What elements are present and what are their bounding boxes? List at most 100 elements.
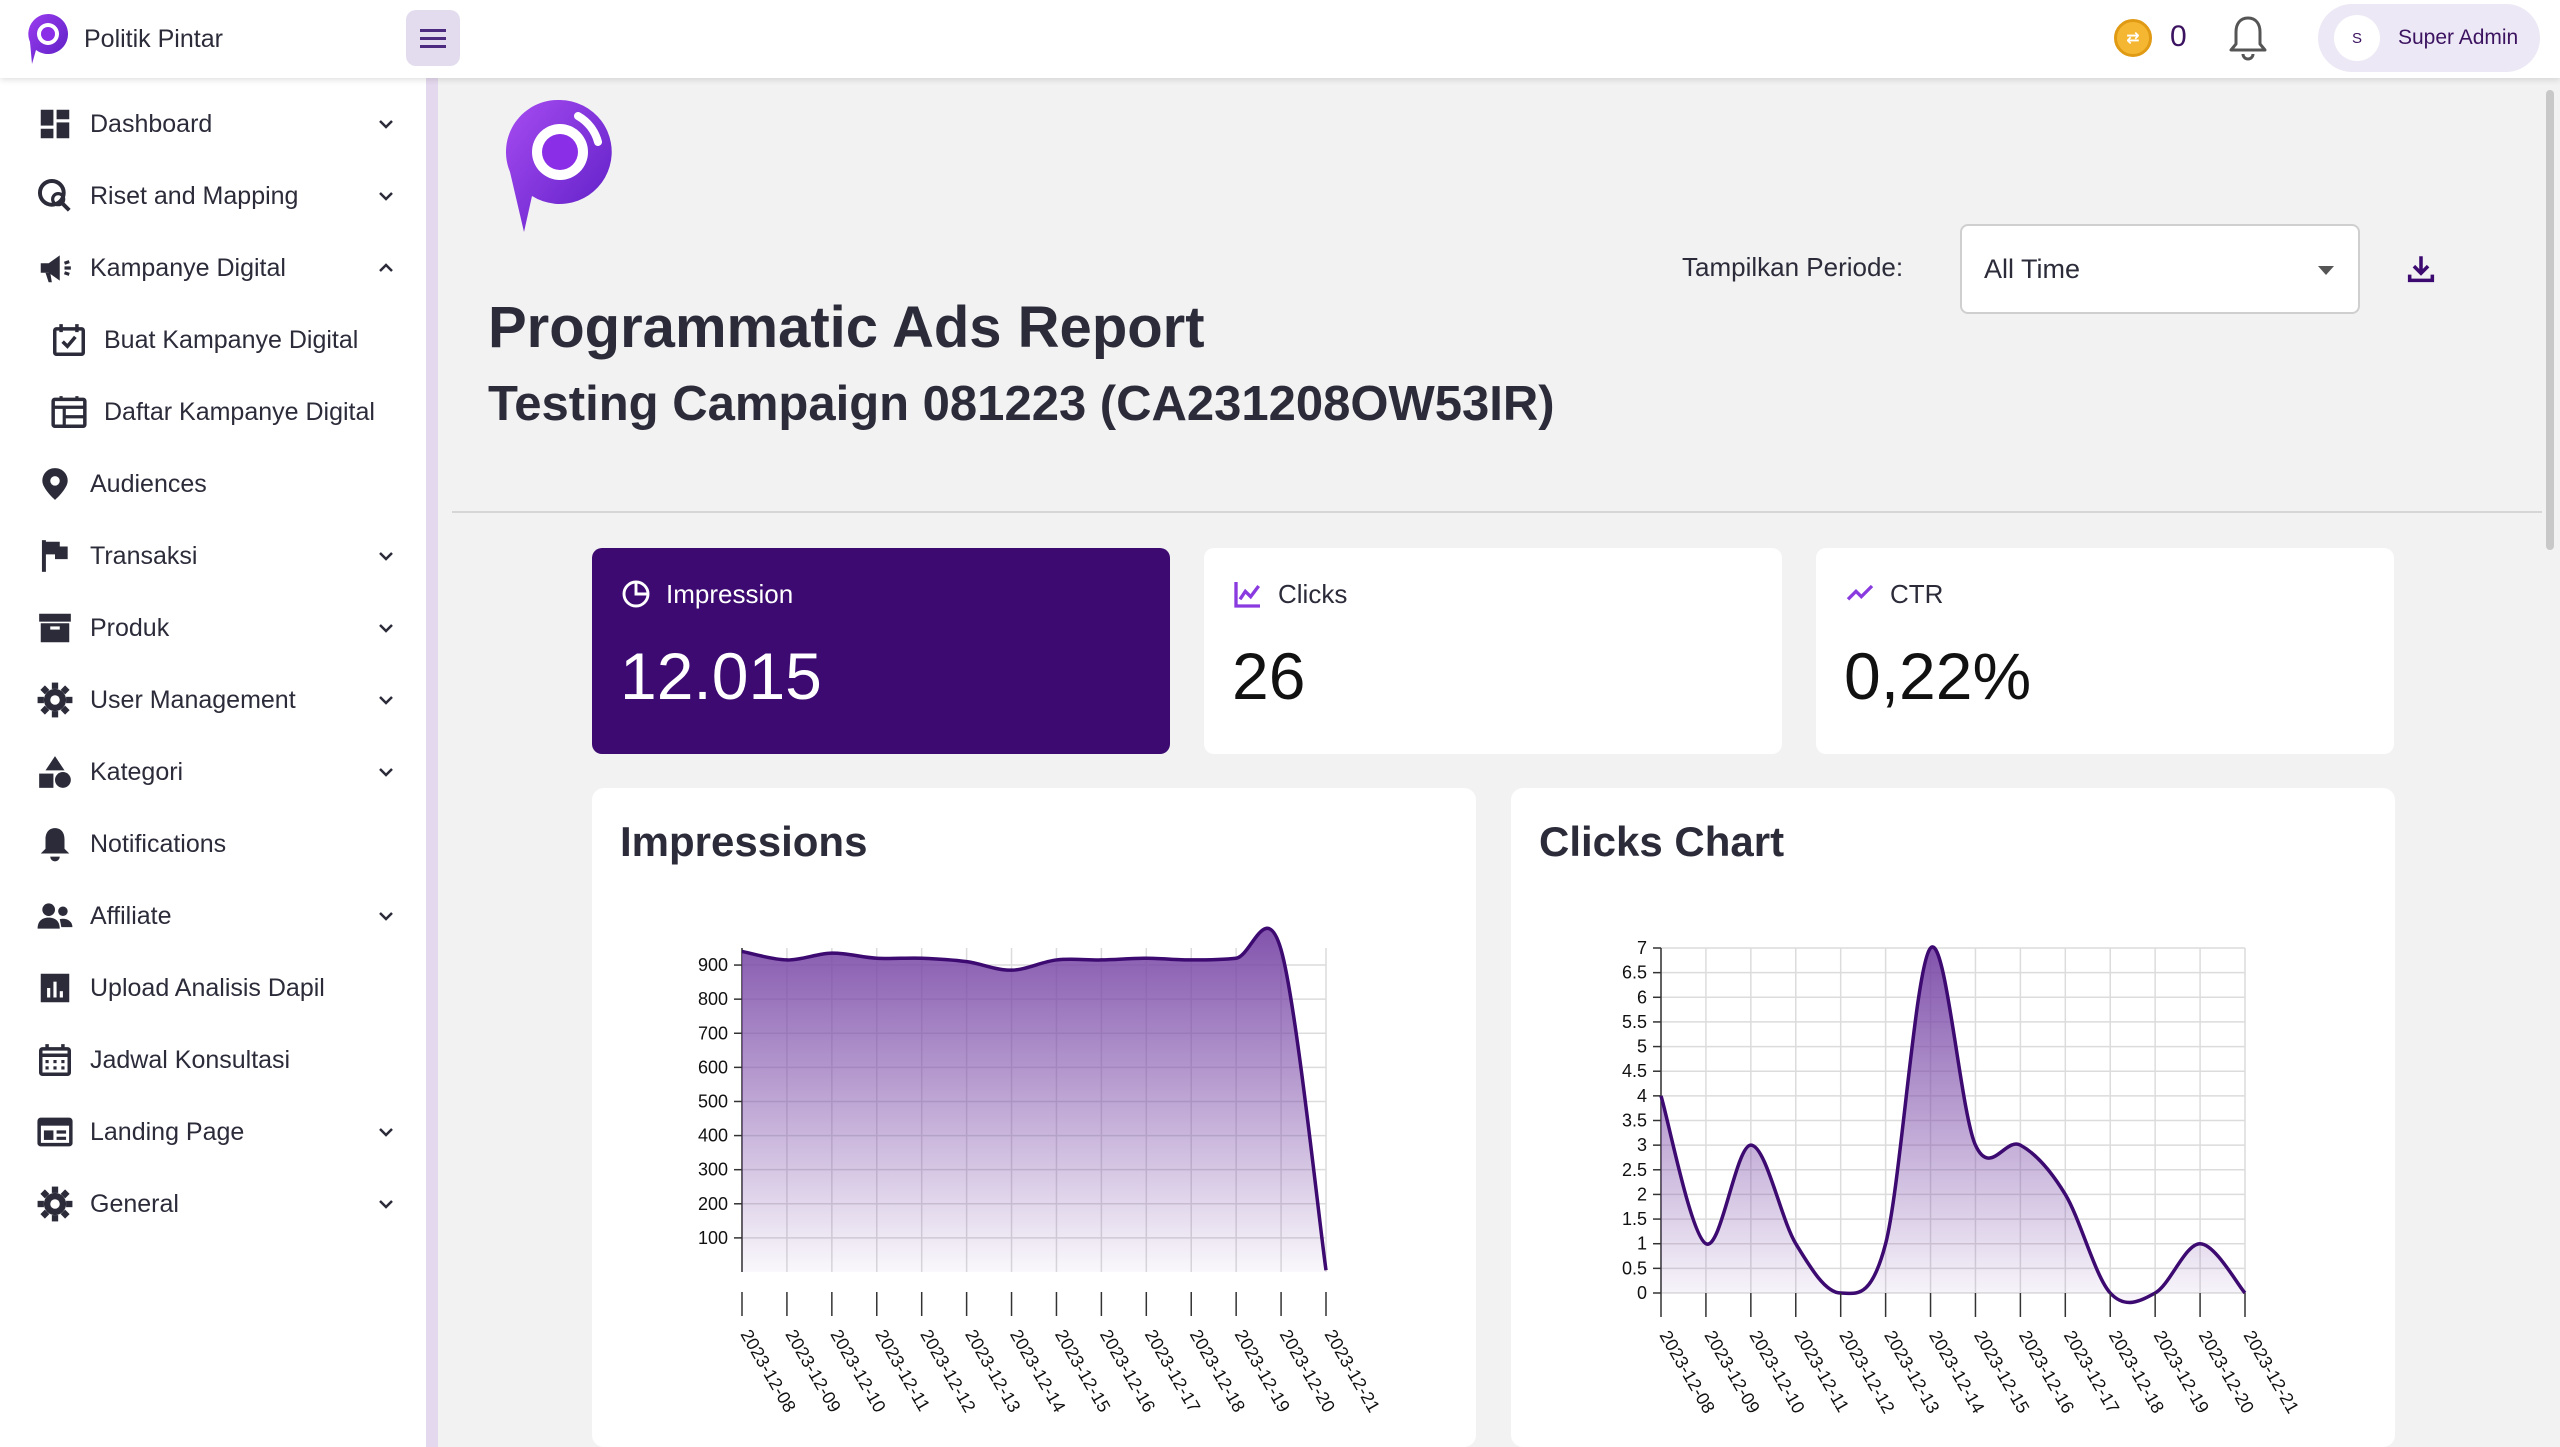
line-chart-icon [1234,582,1260,608]
clicks-chart-card: Clicks Chart 0 0.5 1 1.5 2 2.5 3 3.5 4 4.5 5 5.5 6 6.… [1511,788,2395,1447]
sidebar-item-label: Upload Analisis Dapil [90,973,325,1002]
sidebar-item-landing-page[interactable]: Landing Page [0,1102,426,1162]
campaign-subtitle: Testing Campaign 081223 (CA231208OW53IR) [488,377,1555,431]
coin-count: 0 [2170,20,2187,53]
sidebar-item-produk[interactable]: Produk [0,598,426,658]
y-tick-label: 7 [1637,938,1647,958]
calendar-icon [39,1044,71,1076]
gear-icon [37,682,73,718]
notification-bell-icon[interactable] [2226,14,2270,62]
sidebar-item-dashboard[interactable]: Dashboard [0,94,426,154]
sidebar-item-label: Daftar Kampanye Digital [104,397,375,426]
series-area [742,928,1326,1272]
stat-card-header: CTR [1844,578,1943,610]
chart-title: Clicks Chart [1539,818,1785,865]
sidebar-item-label: Notifications [90,829,227,858]
sidebar-item-affiliate[interactable]: Affiliate [0,886,426,946]
y-tick-label: 2.5 [1622,1160,1647,1180]
y-tick-label: 3 [1637,1135,1647,1155]
caret-down-icon [2318,266,2334,275]
y-tick-label: 500 [698,1091,728,1111]
sidebar-item-label: Kampanye Digital [90,253,286,282]
period-select-value: All Time [1984,253,2081,284]
sidebar-item-kampanye-digital[interactable]: Kampanye Digital [0,238,426,298]
campaign-logo-icon [505,99,612,232]
y-tick-label: 5.5 [1622,1012,1647,1032]
period-select[interactable]: All Time [1960,224,2360,314]
y-tick-label: 1.5 [1622,1209,1647,1229]
archive-icon [39,613,71,643]
sidebar-item-jadwal-konsultasi[interactable]: Jadwal Konsultasi [0,1030,426,1090]
y-tick-label: 900 [698,955,728,975]
hamburger-icon [420,28,446,48]
series-area [1661,946,2245,1303]
stat-value: 12.015 [620,639,822,713]
y-tick-label: 600 [698,1057,728,1077]
y-tick-label: 800 [698,989,728,1009]
y-tick-label: 4 [1637,1086,1647,1106]
chevron-down-icon [379,912,393,921]
brand-name: Politik Pintar [84,24,223,53]
chevron-down-icon [379,552,393,561]
y-tick-label: 2 [1637,1184,1647,1204]
sidebar-item-label: Riset and Mapping [90,181,299,210]
avatar: S [2334,15,2380,61]
stat-label: Impression [666,578,794,609]
sidebar-item-label: Audiences [90,469,207,498]
sidebar-item-transaksi[interactable]: Transaksi [0,526,426,586]
y-tick-label: 100 [698,1228,728,1248]
sidebar-item-label: Kategori [90,757,184,786]
web-page-icon [37,1117,73,1147]
menu-toggle-button[interactable] [406,10,460,66]
y-tick-label: 0.5 [1622,1258,1647,1278]
sidebar-item-label: User Management [90,685,296,714]
stat-value: 0,22% [1844,639,2032,713]
map-search-icon [37,178,71,212]
y-tick-label: 700 [698,1023,728,1043]
trend-icon [1846,584,1874,601]
bar-chart-icon [40,973,70,1003]
sidebar-item-notifications[interactable]: Notifications [0,814,426,874]
stat-card-clicks[interactable]: Clicks 26 [1204,548,1782,754]
top-bar: Politik Pintar ⇄ 0 S Super Admin [0,0,2560,78]
shapes-icon [39,756,71,788]
stat-card-header: Clicks [1232,578,1347,610]
stat-card-impression[interactable]: Impression 12.015 [592,548,1170,754]
series-line [1659,945,2247,1305]
header-divider [452,511,2542,513]
stat-card-ctr[interactable]: CTR 0,22% [1816,548,2394,754]
sidebar-item-audiences[interactable]: Audiences [0,454,426,514]
user-name: Super Admin [2398,26,2519,49]
calendar-list-icon [51,396,87,428]
brand[interactable]: Politik Pintar [26,10,223,68]
y-tick-label: 4.5 [1622,1061,1647,1081]
sidebar-item-upload-analisis[interactable]: Upload Analisis Dapil [0,958,426,1018]
y-tick-label: 6.5 [1622,963,1647,983]
stat-label: CTR [1890,578,1944,609]
y-tick-label: 300 [698,1160,728,1180]
chevron-up-icon [379,263,393,272]
download-icon[interactable] [2404,252,2438,286]
series-line [741,926,1328,1271]
location-pin-icon [42,468,68,500]
y-tick-label: 200 [698,1194,728,1214]
sidebar-item-general[interactable]: General [0,1174,426,1234]
chevron-down-icon [379,1200,393,1209]
sidebar-item-daftar-kampanye[interactable]: Daftar Kampanye Digital [0,382,426,442]
coin-icon[interactable]: ⇄ [2114,19,2152,57]
sidebar-item-riset-mapping[interactable]: Riset and Mapping [0,166,426,226]
scrollbar[interactable] [2546,90,2554,550]
bell-icon [40,828,70,862]
user-menu[interactable]: S Super Admin [2318,4,2540,72]
y-tick-label: 6 [1637,987,1647,1007]
impressions-chart-card: Impressions 100 200 300 400 500 600 700 800 900 2… [592,788,1476,1447]
page-title: Programmatic Ads Report [488,295,1205,360]
megaphone-icon [40,255,71,283]
y-tick-label: 5 [1637,1037,1647,1057]
sidebar-item-kategori[interactable]: Kategori [0,742,426,802]
chevron-down-icon [379,768,393,777]
chevron-down-icon [379,624,393,633]
sidebar-item-user-management[interactable]: User Management [0,670,426,730]
sidebar-item-label: Jadwal Konsultasi [90,1045,291,1074]
sidebar-item-buat-kampanye[interactable]: Buat Kampanye Digital [0,310,426,370]
